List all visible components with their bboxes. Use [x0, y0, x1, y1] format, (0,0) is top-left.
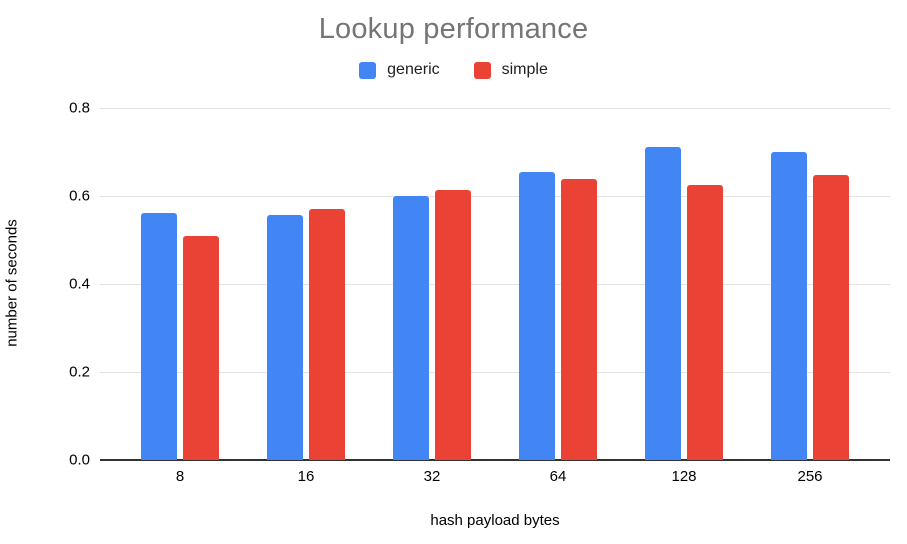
gridline-0.4 — [100, 283, 890, 285]
legend: generic simple — [0, 61, 907, 79]
bar-simple-128[interactable] — [687, 185, 723, 460]
y-tick-label-0.8: 0.8 — [69, 99, 90, 117]
y-tick-label-0.0: 0.0 — [69, 451, 90, 469]
x-tick-label-16: 16 — [297, 468, 315, 485]
legend-label-simple: simple — [501, 61, 548, 78]
x-axis-title: hash payload bytes — [430, 512, 560, 529]
x-axis-line — [100, 459, 890, 461]
bar-generic-32[interactable] — [393, 196, 429, 460]
y-tick-label-0.2: 0.2 — [69, 363, 90, 381]
y-tick-label-0.4: 0.4 — [69, 275, 90, 293]
gridline-0.2 — [100, 371, 890, 373]
x-tick-label-8: 8 — [175, 468, 185, 485]
bar-simple-256[interactable] — [813, 174, 849, 460]
y-tick-label-0.6: 0.6 — [69, 187, 90, 205]
bar-generic-16[interactable] — [267, 215, 303, 460]
bar-simple-8[interactable] — [183, 235, 219, 460]
chart-title: Lookup performance — [318, 13, 589, 45]
x-tick-label-64: 64 — [549, 468, 567, 485]
x-tick-label-128: 128 — [671, 468, 697, 485]
legend-item-generic[interactable]: generic — [359, 61, 440, 79]
bar-simple-32[interactable] — [435, 190, 471, 460]
x-tick-label-32: 32 — [423, 468, 441, 485]
plot-area — [100, 107, 890, 461]
bar-generic-8[interactable] — [141, 212, 177, 460]
gridline-0.8 — [100, 107, 890, 109]
legend-label-generic: generic — [387, 61, 440, 78]
y-axis-title: number of seconds — [3, 219, 21, 347]
legend-swatch-generic — [359, 61, 377, 79]
x-tick-label-256: 256 — [797, 468, 823, 485]
bar-simple-16[interactable] — [309, 209, 345, 460]
legend-swatch-simple — [473, 61, 491, 79]
bar-generic-256[interactable] — [771, 152, 807, 460]
gridline-0.6 — [100, 195, 890, 197]
bar-simple-64[interactable] — [561, 179, 597, 460]
bar-generic-128[interactable] — [645, 146, 681, 460]
legend-item-simple[interactable]: simple — [473, 61, 548, 79]
bar-generic-64[interactable] — [519, 171, 555, 460]
